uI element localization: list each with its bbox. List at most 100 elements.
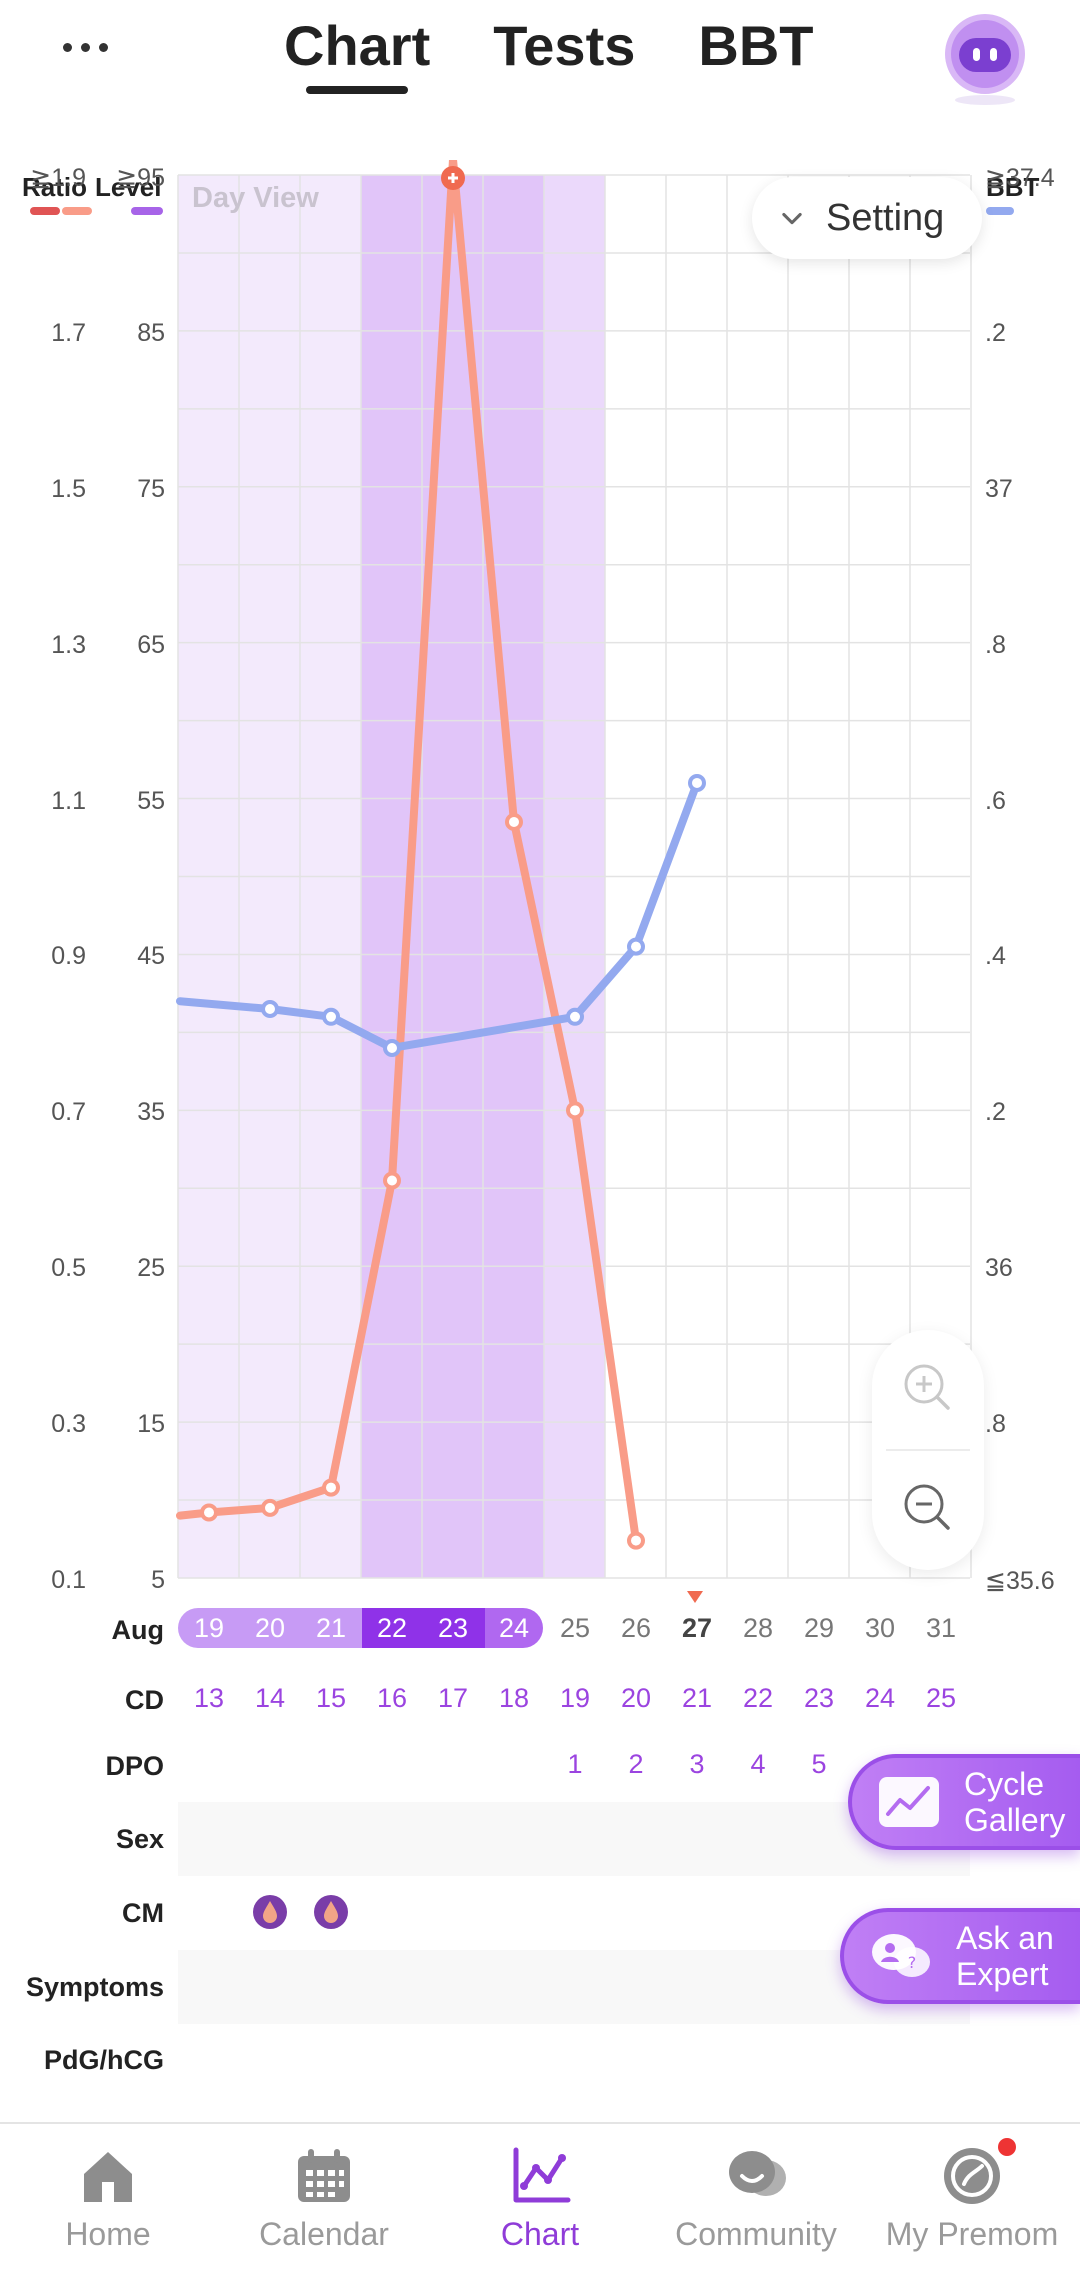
ask-expert-label: Ask an Expert [956, 1920, 1054, 1992]
bbt-data-point [627, 937, 645, 956]
date-cell[interactable]: 22 [376, 1613, 408, 1643]
zoom-divider [886, 1449, 970, 1451]
date-cell[interactable]: 24 [498, 1613, 530, 1643]
ask-expert-button[interactable]: ? Ask an Expert [840, 1908, 1080, 2004]
assistant-robot-icon[interactable] [935, 8, 1035, 108]
nav-home[interactable]: Home [0, 2124, 216, 2269]
level-tick-label: 5 [151, 1566, 165, 1594]
level-data-point [200, 1503, 218, 1522]
ask-expert-line2: Expert [956, 1956, 1049, 1992]
dpo-cell[interactable]: 1 [567, 1749, 583, 1779]
bbt-data-point [383, 1038, 401, 1057]
cycle-day-cell[interactable]: 23 [803, 1683, 835, 1713]
chart-icon [513, 2147, 571, 2203]
chart-canvas[interactable] [0, 160, 1080, 1600]
level-tick-label: 45 [137, 942, 165, 971]
bbt-tick-label: 37 [985, 474, 1013, 503]
level-tick-label: 85 [137, 318, 165, 347]
ratio-tick-label: 1.3 [51, 630, 86, 659]
dpo-cell[interactable]: 5 [811, 1749, 827, 1779]
level-data-point [505, 812, 523, 831]
dpo-cell[interactable]: 3 [689, 1749, 705, 1779]
cycle-day-cell[interactable]: 16 [376, 1683, 408, 1713]
ratio-tick-label: 0.9 [51, 942, 86, 971]
legend-ratio-label: Ratio [22, 172, 87, 202]
calendar-icon [298, 2149, 350, 2202]
cycle-day-cell[interactable]: 15 [315, 1683, 347, 1713]
cm-drop-icon[interactable] [252, 1894, 288, 1930]
date-cell[interactable]: 20 [254, 1613, 286, 1643]
date-cell[interactable]: 26 [620, 1613, 652, 1643]
nav-chart[interactable]: Chart [432, 2124, 648, 2269]
sex-row[interactable] [178, 1802, 970, 1876]
date-cell[interactable]: 25 [559, 1613, 591, 1643]
nav-my-premom[interactable]: My Premom [864, 2124, 1080, 2269]
legend-level-swatch [131, 207, 163, 215]
date-cell[interactable]: 31 [925, 1613, 957, 1643]
cycle-day-cell[interactable]: 24 [864, 1683, 896, 1713]
cycle-day-cell[interactable]: 19 [559, 1683, 591, 1713]
level-data-point [322, 1478, 340, 1497]
ask-expert-line1: Ask an [956, 1920, 1054, 1956]
cycle-day-cell[interactable]: 18 [498, 1683, 530, 1713]
date-cell[interactable]: 29 [803, 1613, 835, 1643]
day-view-label: Day View [192, 182, 319, 214]
zoom-out-icon[interactable] [890, 1470, 966, 1546]
bbt-data-point [688, 773, 706, 792]
zoom-in-icon[interactable] [890, 1350, 966, 1426]
row-label-dpo: DPO [105, 1751, 164, 1781]
today-marker-icon [687, 1591, 703, 1603]
setting-button[interactable]: Setting [752, 177, 982, 259]
chevron-down-icon [782, 212, 802, 225]
top-header: Chart Tests BBT [0, 0, 1080, 120]
cycle-day-cell[interactable]: 14 [254, 1683, 286, 1713]
gallery-chart-icon [879, 1777, 939, 1827]
cycle-gallery-button[interactable]: Cycle Gallery [848, 1754, 1080, 1850]
date-cell[interactable]: 21 [315, 1613, 347, 1643]
dpo-cell[interactable]: 2 [628, 1749, 644, 1779]
cycle-day-cell[interactable]: 20 [620, 1683, 652, 1713]
date-cell[interactable]: 19 [193, 1613, 225, 1643]
level-tick-label: ≧95 [116, 164, 165, 192]
dpo-cell[interactable]: 4 [750, 1749, 766, 1779]
nav-community[interactable]: Community [648, 2124, 864, 2269]
community-icon [729, 2151, 786, 2196]
ratio-tick-label: 0.7 [51, 1098, 86, 1127]
level-data-point [383, 1171, 401, 1190]
cycle-day-cell[interactable]: 25 [925, 1683, 957, 1713]
bbt-tick-label: ≧37.4 [985, 164, 1055, 192]
date-cell[interactable]: 23 [437, 1613, 469, 1643]
level-tick-label: 65 [137, 630, 165, 659]
row-label-cm: CM [122, 1898, 164, 1928]
date-cell[interactable]: 30 [864, 1613, 896, 1643]
svg-text:?: ? [908, 1953, 917, 1972]
more-options-icon[interactable] [40, 22, 130, 72]
level-data-point [261, 1498, 279, 1517]
cm-drop-icon[interactable] [313, 1894, 349, 1930]
cycle-day-cell[interactable]: 21 [681, 1683, 713, 1713]
nav-home-label: Home [65, 2216, 151, 2252]
expert-chat-icon: ? [872, 1934, 930, 1977]
tab-tests[interactable]: Tests [493, 14, 636, 77]
ratio-tick-label: 1.1 [51, 786, 86, 815]
legend-ratio-swatch-light [62, 207, 92, 215]
level-data-point [566, 1101, 584, 1120]
cycle-day-cell[interactable]: 13 [193, 1683, 225, 1713]
level-tick-label: 55 [137, 786, 165, 815]
cycle-day-cell[interactable]: 17 [437, 1683, 469, 1713]
level-tick-label: 35 [137, 1098, 165, 1127]
cycle-day-cell[interactable]: 22 [742, 1683, 774, 1713]
bbt-tick-label: .2 [985, 318, 1006, 347]
fertility-chart[interactable]: Ratio Level BBT Day View Setting ≧1.9 1.7… [0, 160, 1080, 1600]
ratio-tick-label: 0.1 [51, 1566, 86, 1594]
tab-bbt[interactable]: BBT [698, 14, 814, 77]
date-cell[interactable]: 27 [681, 1613, 713, 1643]
profile-icon [944, 2148, 1000, 2204]
symptoms-row[interactable] [178, 1950, 970, 2024]
tab-chart[interactable]: Chart [280, 8, 434, 94]
ratio-tick-label: 1.5 [51, 474, 86, 503]
row-label-cd: CD [125, 1685, 164, 1715]
nav-calendar[interactable]: Calendar [216, 2124, 432, 2269]
date-cell[interactable]: 28 [742, 1613, 774, 1643]
ratio-tick-label: 0.3 [51, 1410, 86, 1439]
